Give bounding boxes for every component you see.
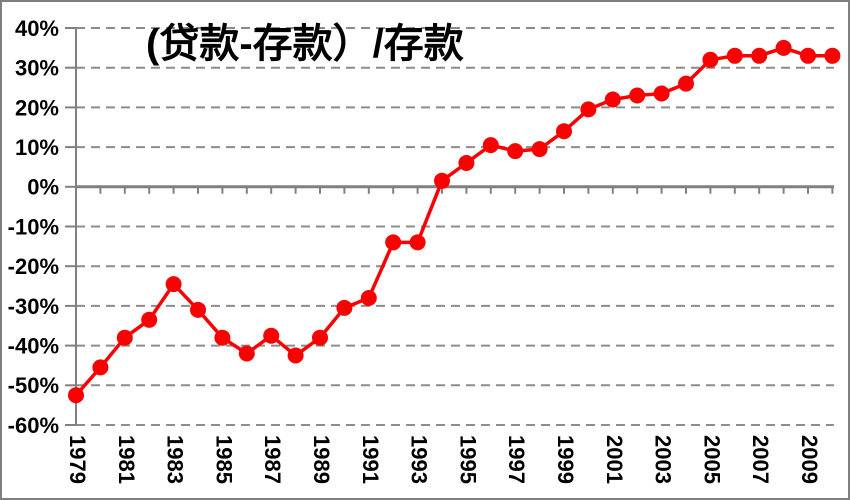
data-point bbox=[165, 276, 182, 293]
y-tick-label: 20% bbox=[15, 95, 59, 120]
data-point bbox=[726, 47, 743, 64]
x-tick-label: 2003 bbox=[651, 435, 676, 484]
data-point bbox=[824, 47, 841, 64]
data-point bbox=[287, 347, 304, 364]
data-point bbox=[141, 311, 158, 328]
x-tick-label: 1999 bbox=[553, 435, 578, 484]
data-series bbox=[68, 39, 841, 404]
data-point bbox=[751, 47, 768, 64]
data-point bbox=[385, 234, 402, 251]
data-point bbox=[556, 123, 572, 140]
y-tick-label: -40% bbox=[8, 334, 59, 359]
series-line bbox=[74, 46, 835, 397]
x-tick-label: 1993 bbox=[407, 435, 432, 484]
y-gridlines: 40% 30% 20% 10% 0% -10% -20% -30% -40% -50% -60% bbox=[8, 16, 834, 438]
data-point bbox=[360, 290, 377, 306]
data-point bbox=[409, 234, 426, 251]
x-tick-label: 1989 bbox=[309, 435, 334, 484]
data-point bbox=[190, 301, 206, 318]
x-tick-label: 1997 bbox=[504, 435, 529, 484]
x-tick-label: 1987 bbox=[260, 435, 285, 484]
x-tick-labels: 1979 1981 1983 1985 1987 1989 1991 1993 1995 1997… bbox=[65, 435, 822, 484]
data-point bbox=[629, 87, 646, 104]
data-point bbox=[434, 172, 450, 189]
data-point bbox=[580, 101, 597, 118]
data-point bbox=[214, 329, 231, 346]
x-tick-label: 2009 bbox=[797, 435, 822, 484]
x-tick-label: 1991 bbox=[358, 435, 383, 484]
data-point bbox=[263, 327, 280, 344]
data-point bbox=[68, 387, 84, 404]
data-point bbox=[678, 75, 694, 92]
data-point bbox=[458, 155, 475, 171]
y-tick-label: 0% bbox=[27, 175, 59, 200]
y-tick-label: -20% bbox=[8, 254, 59, 279]
x-tick-label: 1981 bbox=[114, 435, 139, 484]
y-tick-label: 30% bbox=[15, 56, 59, 81]
data-point bbox=[238, 345, 255, 362]
data-point bbox=[702, 51, 719, 68]
data-point bbox=[775, 39, 792, 56]
data-point bbox=[92, 359, 109, 376]
data-point bbox=[604, 91, 621, 108]
x-tick-label: 1995 bbox=[455, 435, 480, 484]
data-point bbox=[507, 143, 524, 160]
x-tick-label: 1979 bbox=[65, 435, 90, 484]
data-point bbox=[336, 299, 353, 316]
y-tick-label: 10% bbox=[15, 135, 59, 160]
y-tick-label: -60% bbox=[8, 413, 59, 438]
x-tick-label: 2005 bbox=[699, 435, 724, 484]
data-point bbox=[800, 47, 816, 64]
data-point bbox=[116, 329, 133, 346]
y-tick-label: -10% bbox=[8, 214, 59, 239]
y-tick-label: -50% bbox=[8, 373, 59, 398]
data-point bbox=[482, 137, 499, 154]
x-tick-marks bbox=[75, 186, 834, 194]
chart-title: (贷款-存款）/存款 bbox=[146, 22, 464, 66]
x-tick-label: 2007 bbox=[748, 435, 773, 484]
y-tick-label: 40% bbox=[15, 16, 59, 41]
x-tick-label: 1983 bbox=[163, 435, 188, 484]
x-tick-label: 2001 bbox=[602, 435, 627, 484]
y-tick-label: -30% bbox=[8, 294, 59, 319]
data-point bbox=[312, 329, 328, 346]
data-point bbox=[531, 141, 548, 158]
data-point bbox=[653, 85, 670, 102]
x-tick-label: 1985 bbox=[211, 435, 236, 484]
